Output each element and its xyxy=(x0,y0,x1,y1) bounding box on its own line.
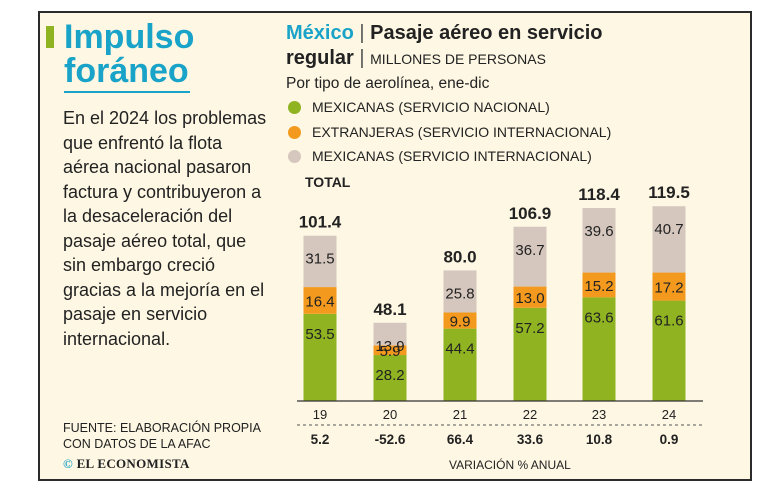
chart-title-main: Pasaje aéreo en servicio xyxy=(370,22,603,44)
value-label-extranjeras-23: 15.2 xyxy=(584,278,613,295)
variation-value-24: 0.9 xyxy=(660,432,679,447)
value-label-extranjeras-19: 16.4 xyxy=(305,293,334,310)
value-label-nacional-21: 44.4 xyxy=(445,341,474,358)
value-label-internacional_mx-20: 13.9 xyxy=(375,338,404,355)
bar-nacional-20 xyxy=(373,355,407,401)
bar-internacional_mx-23 xyxy=(582,208,616,273)
legend-swatch-extranjeras xyxy=(288,125,301,139)
legend-swatch-internacional-mx xyxy=(288,149,301,163)
chart-subtitle: Por tipo de aerolínea, ene-dic xyxy=(286,75,490,92)
value-label-extranjeras-22: 13.0 xyxy=(515,290,544,307)
bar-extranjeras-22 xyxy=(513,286,547,308)
total-label: Total xyxy=(305,174,351,190)
value-label-internacional_mx-19: 31.5 xyxy=(305,251,334,268)
bar-internacional_mx-21 xyxy=(443,270,477,313)
bar-nacional-23 xyxy=(582,297,616,401)
headline-line-2: foráneo xyxy=(64,52,189,90)
total-label-21: 80.0 xyxy=(443,247,476,266)
headline-line-1: Impulso xyxy=(64,18,195,56)
total-label-24: 119.5 xyxy=(648,183,690,202)
bar-internacional_mx-20 xyxy=(373,322,407,346)
bar-extranjeras-24 xyxy=(652,272,686,301)
value-label-extranjeras-24: 17.2 xyxy=(654,280,683,297)
value-label-nacional-22: 57.2 xyxy=(515,320,544,337)
variation-value-23: 10.8 xyxy=(586,432,613,447)
value-label-extranjeras-20: 5.9 xyxy=(380,343,401,360)
legend-label-nacional: Mexicanas (servicio nacional) xyxy=(312,99,550,115)
bar-nacional-21 xyxy=(443,328,477,401)
total-label-22: 106.9 xyxy=(509,204,552,223)
chart-unit: Millones de personas xyxy=(370,51,546,67)
value-label-internacional_mx-21: 25.8 xyxy=(445,285,474,302)
bar-nacional-19 xyxy=(303,313,337,401)
variation-value-21: 66.4 xyxy=(447,432,474,447)
bar-internacional_mx-24 xyxy=(652,206,686,273)
value-label-nacional-19: 53.5 xyxy=(305,326,334,343)
logo-name: EL ECONOMISTA xyxy=(76,456,190,471)
chart-title-main-2: regular xyxy=(286,47,354,69)
bar-internacional_mx-22 xyxy=(513,226,547,287)
value-label-internacional_mx-24: 40.7 xyxy=(654,221,683,238)
infographic-card xyxy=(38,11,752,481)
legend-item-internacional-mx: Mexicanas (servicio internacional) xyxy=(288,148,592,164)
x-tick-24: 24 xyxy=(662,407,676,422)
variation-value-19: 5.2 xyxy=(311,432,330,447)
x-tick-21: 21 xyxy=(453,407,467,422)
value-label-extranjeras-21: 9.9 xyxy=(450,314,471,331)
value-label-internacional_mx-22: 36.7 xyxy=(515,242,544,259)
variation-label: Variación % anual xyxy=(449,458,571,472)
headline-underline xyxy=(64,91,190,93)
bar-nacional-24 xyxy=(652,300,686,401)
x-tick-20: 20 xyxy=(383,407,397,422)
variation-value-20: -52.6 xyxy=(375,432,406,447)
bar-extranjeras-19 xyxy=(303,287,337,314)
legend-label-extranjeras: Extranjeras (servicio internacional) xyxy=(312,124,612,140)
legend-item-nacional: Mexicanas (servicio nacional) xyxy=(288,99,550,115)
value-label-nacional-23: 63.6 xyxy=(584,309,613,326)
source-note: Fuente: Elaboración propia con datos de … xyxy=(63,421,261,451)
bar-extranjeras-20 xyxy=(373,345,407,356)
x-tick-23: 23 xyxy=(592,407,606,422)
total-label-19: 101.4 xyxy=(299,213,342,232)
x-tick-22: 22 xyxy=(523,407,537,422)
chart-title-separator: | xyxy=(359,22,365,44)
legend-swatch-nacional xyxy=(288,100,301,114)
headline: Impulso foráneo xyxy=(64,20,234,88)
bar-extranjeras-23 xyxy=(582,272,616,298)
publisher-logo: © EL ECONOMISTA xyxy=(63,456,243,472)
value-label-internacional_mx-23: 39.6 xyxy=(584,223,613,240)
accent-bar xyxy=(46,26,54,48)
legend-label-internacional-mx: Mexicanas (servicio internacional) xyxy=(312,148,592,164)
bar-extranjeras-21 xyxy=(443,312,477,329)
value-label-nacional-20: 28.2 xyxy=(375,367,404,384)
body-text: En el 2024 los problemas que enfrentó la… xyxy=(63,108,267,349)
value-label-nacional-24: 61.6 xyxy=(654,313,683,330)
chart-title-country: México xyxy=(286,22,354,44)
x-tick-19: 19 xyxy=(313,407,327,422)
chart-title: México | Pasaje aéreo en servicio xyxy=(286,22,603,45)
variation-value-22: 33.6 xyxy=(517,432,544,447)
bar-nacional-22 xyxy=(513,307,547,401)
total-label-23: 118.4 xyxy=(578,185,620,204)
legend-item-extranjeras: Extranjeras (servicio internacional) xyxy=(288,124,611,140)
logo-mark: © xyxy=(63,456,74,471)
chart-title-line-2: regular | Millones de personas xyxy=(286,47,546,70)
bar-internacional_mx-19 xyxy=(303,235,337,288)
total-label-20: 48.1 xyxy=(373,300,406,319)
chart-title-separator-2: | xyxy=(359,47,365,69)
